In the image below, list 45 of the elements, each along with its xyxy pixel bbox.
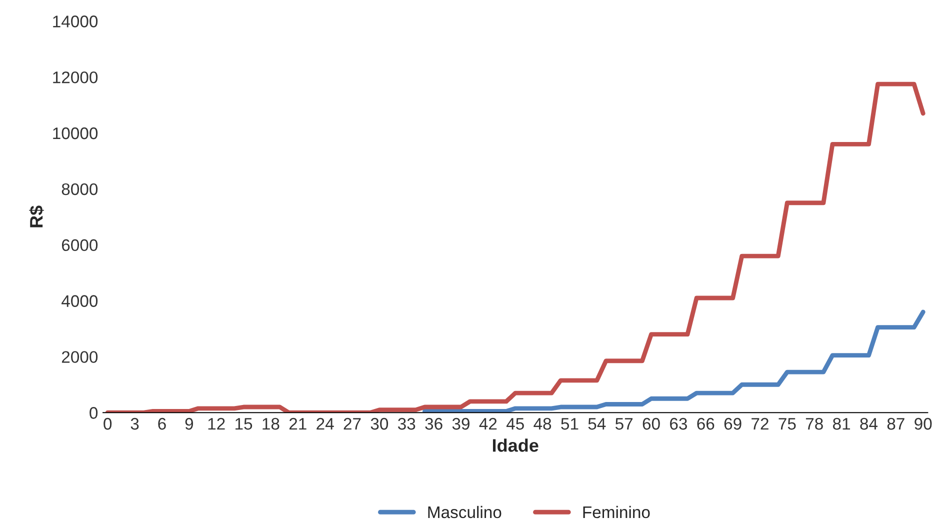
x-tick-label: 69: [724, 418, 742, 430]
x-tick-label: 66: [697, 418, 714, 430]
x-tick-label: 21: [289, 418, 306, 430]
line-series: [422, 310, 926, 413]
y-tick-label: 8000: [62, 183, 98, 196]
legend-label: Feminino: [583, 506, 650, 518]
x-tick-label: 3: [130, 418, 139, 430]
x-tick-label: 72: [752, 418, 768, 430]
x-tick-label: 18: [262, 418, 280, 430]
x-tick-label: 78: [806, 418, 823, 430]
y-axis-title: R$: [29, 206, 44, 228]
y-tick-label: 4000: [62, 295, 98, 307]
x-tick-label: 63: [670, 418, 687, 430]
x-tick-label: 87: [887, 418, 904, 430]
legend-label: Masculino: [428, 506, 502, 518]
x-tick-label: 36: [425, 418, 442, 430]
x-tick-label: 33: [398, 418, 416, 430]
x-tick-label: 6: [158, 418, 166, 430]
x-tick-label: 81: [833, 418, 850, 430]
y-tick-label: 2000: [62, 351, 98, 363]
y-tick-label: 14000: [53, 16, 98, 28]
x-tick-label: 39: [452, 418, 470, 430]
x-tick-label: 54: [588, 418, 606, 430]
x-tick-label: 27: [344, 418, 361, 430]
x-tick-label: 24: [316, 418, 334, 430]
x-tick-label: 51: [561, 418, 578, 430]
line-series: [105, 82, 926, 413]
x-tick-label: 42: [479, 418, 497, 430]
x-tick-label: 45: [506, 418, 524, 430]
x-axis-title: Idade: [492, 438, 538, 452]
y-tick-label: 12000: [53, 71, 98, 84]
y-tick-label: 0: [90, 407, 98, 419]
x-tick-label: 75: [778, 418, 796, 430]
x-tick-label: 84: [860, 418, 878, 430]
x-tick-label: 48: [534, 418, 552, 430]
x-tick-label: 12: [208, 418, 225, 430]
y-tick-label: 6000: [62, 239, 98, 252]
x-tick-label: 57: [615, 418, 633, 430]
x-tick-label: 90: [914, 418, 932, 430]
x-tick-label: 9: [185, 418, 193, 430]
x-tick-label: 60: [642, 418, 660, 430]
x-tick-label: 0: [104, 418, 112, 430]
x-tick-label: 15: [236, 418, 252, 430]
x-tick-label: 30: [370, 418, 388, 430]
y-tick-label: 10000: [53, 127, 98, 140]
